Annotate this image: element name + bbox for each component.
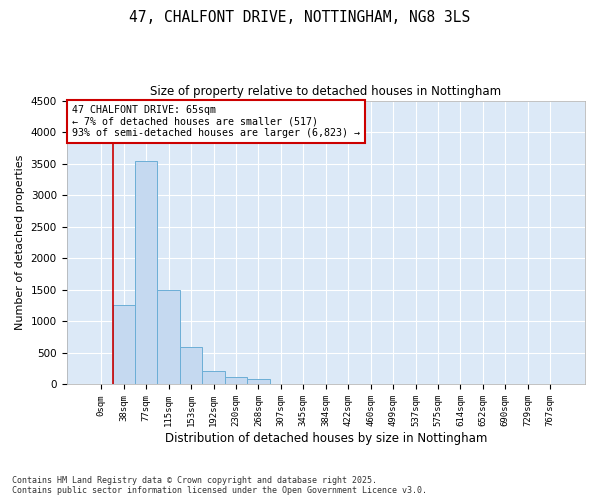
Bar <box>157 290 180 384</box>
Bar <box>180 347 202 385</box>
Text: Contains HM Land Registry data © Crown copyright and database right 2025.
Contai: Contains HM Land Registry data © Crown c… <box>12 476 427 495</box>
Bar <box>202 370 225 384</box>
Bar <box>225 377 247 384</box>
Text: 47 CHALFONT DRIVE: 65sqm
← 7% of detached houses are smaller (517)
93% of semi-d: 47 CHALFONT DRIVE: 65sqm ← 7% of detache… <box>72 105 360 138</box>
Text: 47, CHALFONT DRIVE, NOTTINGHAM, NG8 3LS: 47, CHALFONT DRIVE, NOTTINGHAM, NG8 3LS <box>130 10 470 25</box>
Bar <box>247 380 269 384</box>
Y-axis label: Number of detached properties: Number of detached properties <box>15 155 25 330</box>
Title: Size of property relative to detached houses in Nottingham: Size of property relative to detached ho… <box>150 85 502 98</box>
Bar <box>113 305 135 384</box>
Bar <box>135 161 157 384</box>
X-axis label: Distribution of detached houses by size in Nottingham: Distribution of detached houses by size … <box>164 432 487 445</box>
